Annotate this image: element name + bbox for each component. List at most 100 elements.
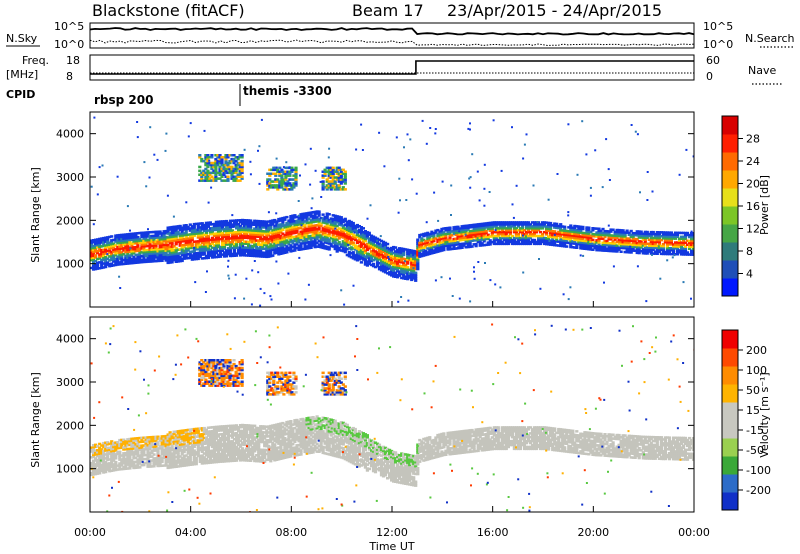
- scatter-cell: [110, 262, 114, 265]
- scatter-cell: [206, 252, 210, 256]
- scatter-cell: [657, 238, 661, 242]
- patch-cell: [220, 179, 224, 182]
- scatter-cell: [249, 248, 253, 252]
- scatter-cell: [184, 239, 188, 243]
- noise-cell: [538, 258, 540, 260]
- scatter-cell: [375, 257, 380, 260]
- scatter-cell: [261, 230, 265, 233]
- scatter-cell: [102, 463, 106, 466]
- scatter-cell: [168, 247, 172, 251]
- scatter-cell: [367, 247, 371, 250]
- scatter-cell: [142, 436, 146, 439]
- scatter-cell: [208, 242, 212, 246]
- scatter-cell: [510, 223, 514, 226]
- scatter-cell: [408, 258, 412, 262]
- scatter-cell: [154, 462, 158, 466]
- scatter-cell: [128, 455, 132, 458]
- scatter-cell: [293, 216, 297, 219]
- scatter-cell: [132, 240, 136, 243]
- scatter-cell: [220, 235, 225, 239]
- scatter-cell: [118, 462, 122, 465]
- scatter-cell: [319, 230, 323, 233]
- scatter-cell: [259, 237, 263, 241]
- scatter-cell: [269, 251, 273, 254]
- scatter-cell: [122, 247, 126, 250]
- scatter-cell: [361, 236, 365, 240]
- scatter-cell: [208, 229, 212, 232]
- scatter-cell: [206, 239, 210, 242]
- scatter-cell: [235, 227, 239, 230]
- scatter-cell: [526, 221, 531, 224]
- patch-cell: [220, 167, 224, 171]
- scatter-cell: [128, 242, 132, 246]
- scatter-cell: [639, 236, 643, 239]
- scatter-cell: [108, 249, 112, 252]
- scatter-cell: [579, 241, 583, 244]
- patch-cell: [282, 170, 286, 173]
- patch-cell: [337, 186, 341, 189]
- scatter-cell: [369, 255, 374, 259]
- scatter-cell: [353, 254, 357, 257]
- scatter-cell: [355, 231, 359, 235]
- scatter-cell: [396, 264, 400, 267]
- scatter-cell: [313, 230, 317, 233]
- scatter-cell: [414, 265, 418, 269]
- noise-cell: [203, 129, 206, 132]
- scatter-cell: [432, 243, 436, 247]
- scatter-cell: [416, 240, 420, 243]
- scatter-cell: [134, 236, 138, 239]
- patch-cell: [272, 180, 276, 183]
- scatter-cell: [196, 245, 200, 249]
- scatter-cell: [329, 219, 333, 222]
- scatter-cell: [518, 229, 522, 232]
- scatter-cell: [347, 221, 351, 225]
- noise-cell: [193, 246, 195, 249]
- scatter-cell: [265, 240, 269, 243]
- scatter-cell: [100, 239, 104, 242]
- scatter-cell: [230, 235, 235, 238]
- scatter-cell: [253, 231, 257, 234]
- scatter-cell: [124, 465, 128, 469]
- scatter-cell: [136, 452, 140, 456]
- scatter-cell: [406, 256, 410, 259]
- scatter-cell: [255, 227, 259, 231]
- scatter-cell: [623, 246, 627, 250]
- scatter-cell: [629, 243, 633, 246]
- scatter-cell: [156, 453, 160, 456]
- scatter-cell: [444, 240, 448, 244]
- patch-cell: [220, 163, 224, 167]
- scatter-cell: [688, 247, 692, 250]
- scatter-cell: [591, 248, 595, 251]
- scatter-cell: [675, 241, 680, 244]
- scatter-cell: [160, 253, 164, 257]
- noise-cell: [233, 297, 236, 300]
- scatter-cell: [94, 463, 98, 466]
- scatter-cell: [200, 231, 204, 235]
- scatter-cell: [110, 459, 114, 463]
- scatter-cell: [289, 218, 293, 222]
- scatter-cell: [361, 234, 365, 238]
- scatter-cell: [100, 457, 104, 461]
- scatter-cell: [275, 237, 279, 241]
- scatter-cell: [120, 262, 124, 266]
- scatter-cell: [301, 214, 305, 218]
- scatter-cell: [627, 241, 631, 244]
- scatter-cell: [655, 250, 659, 253]
- scatter-cell: [178, 242, 182, 245]
- noise-cell: [361, 149, 364, 151]
- patch-cell: [337, 180, 341, 183]
- scatter-cell: [528, 232, 533, 236]
- patch-cell: [292, 184, 296, 187]
- scatter-cell: [228, 225, 233, 228]
- scatter-cell: [363, 232, 367, 235]
- scatter-cell: [150, 451, 154, 454]
- scatter-cell: [446, 230, 450, 234]
- patch-cell: [204, 175, 208, 178]
- scatter-cell: [563, 237, 567, 240]
- scatter-cell: [102, 451, 106, 455]
- scatter-cell: [291, 218, 295, 221]
- scatter-cell: [629, 251, 633, 254]
- scatter-cell: [402, 247, 406, 251]
- scatter-cell: [158, 259, 162, 263]
- scatter-cell: [293, 235, 297, 239]
